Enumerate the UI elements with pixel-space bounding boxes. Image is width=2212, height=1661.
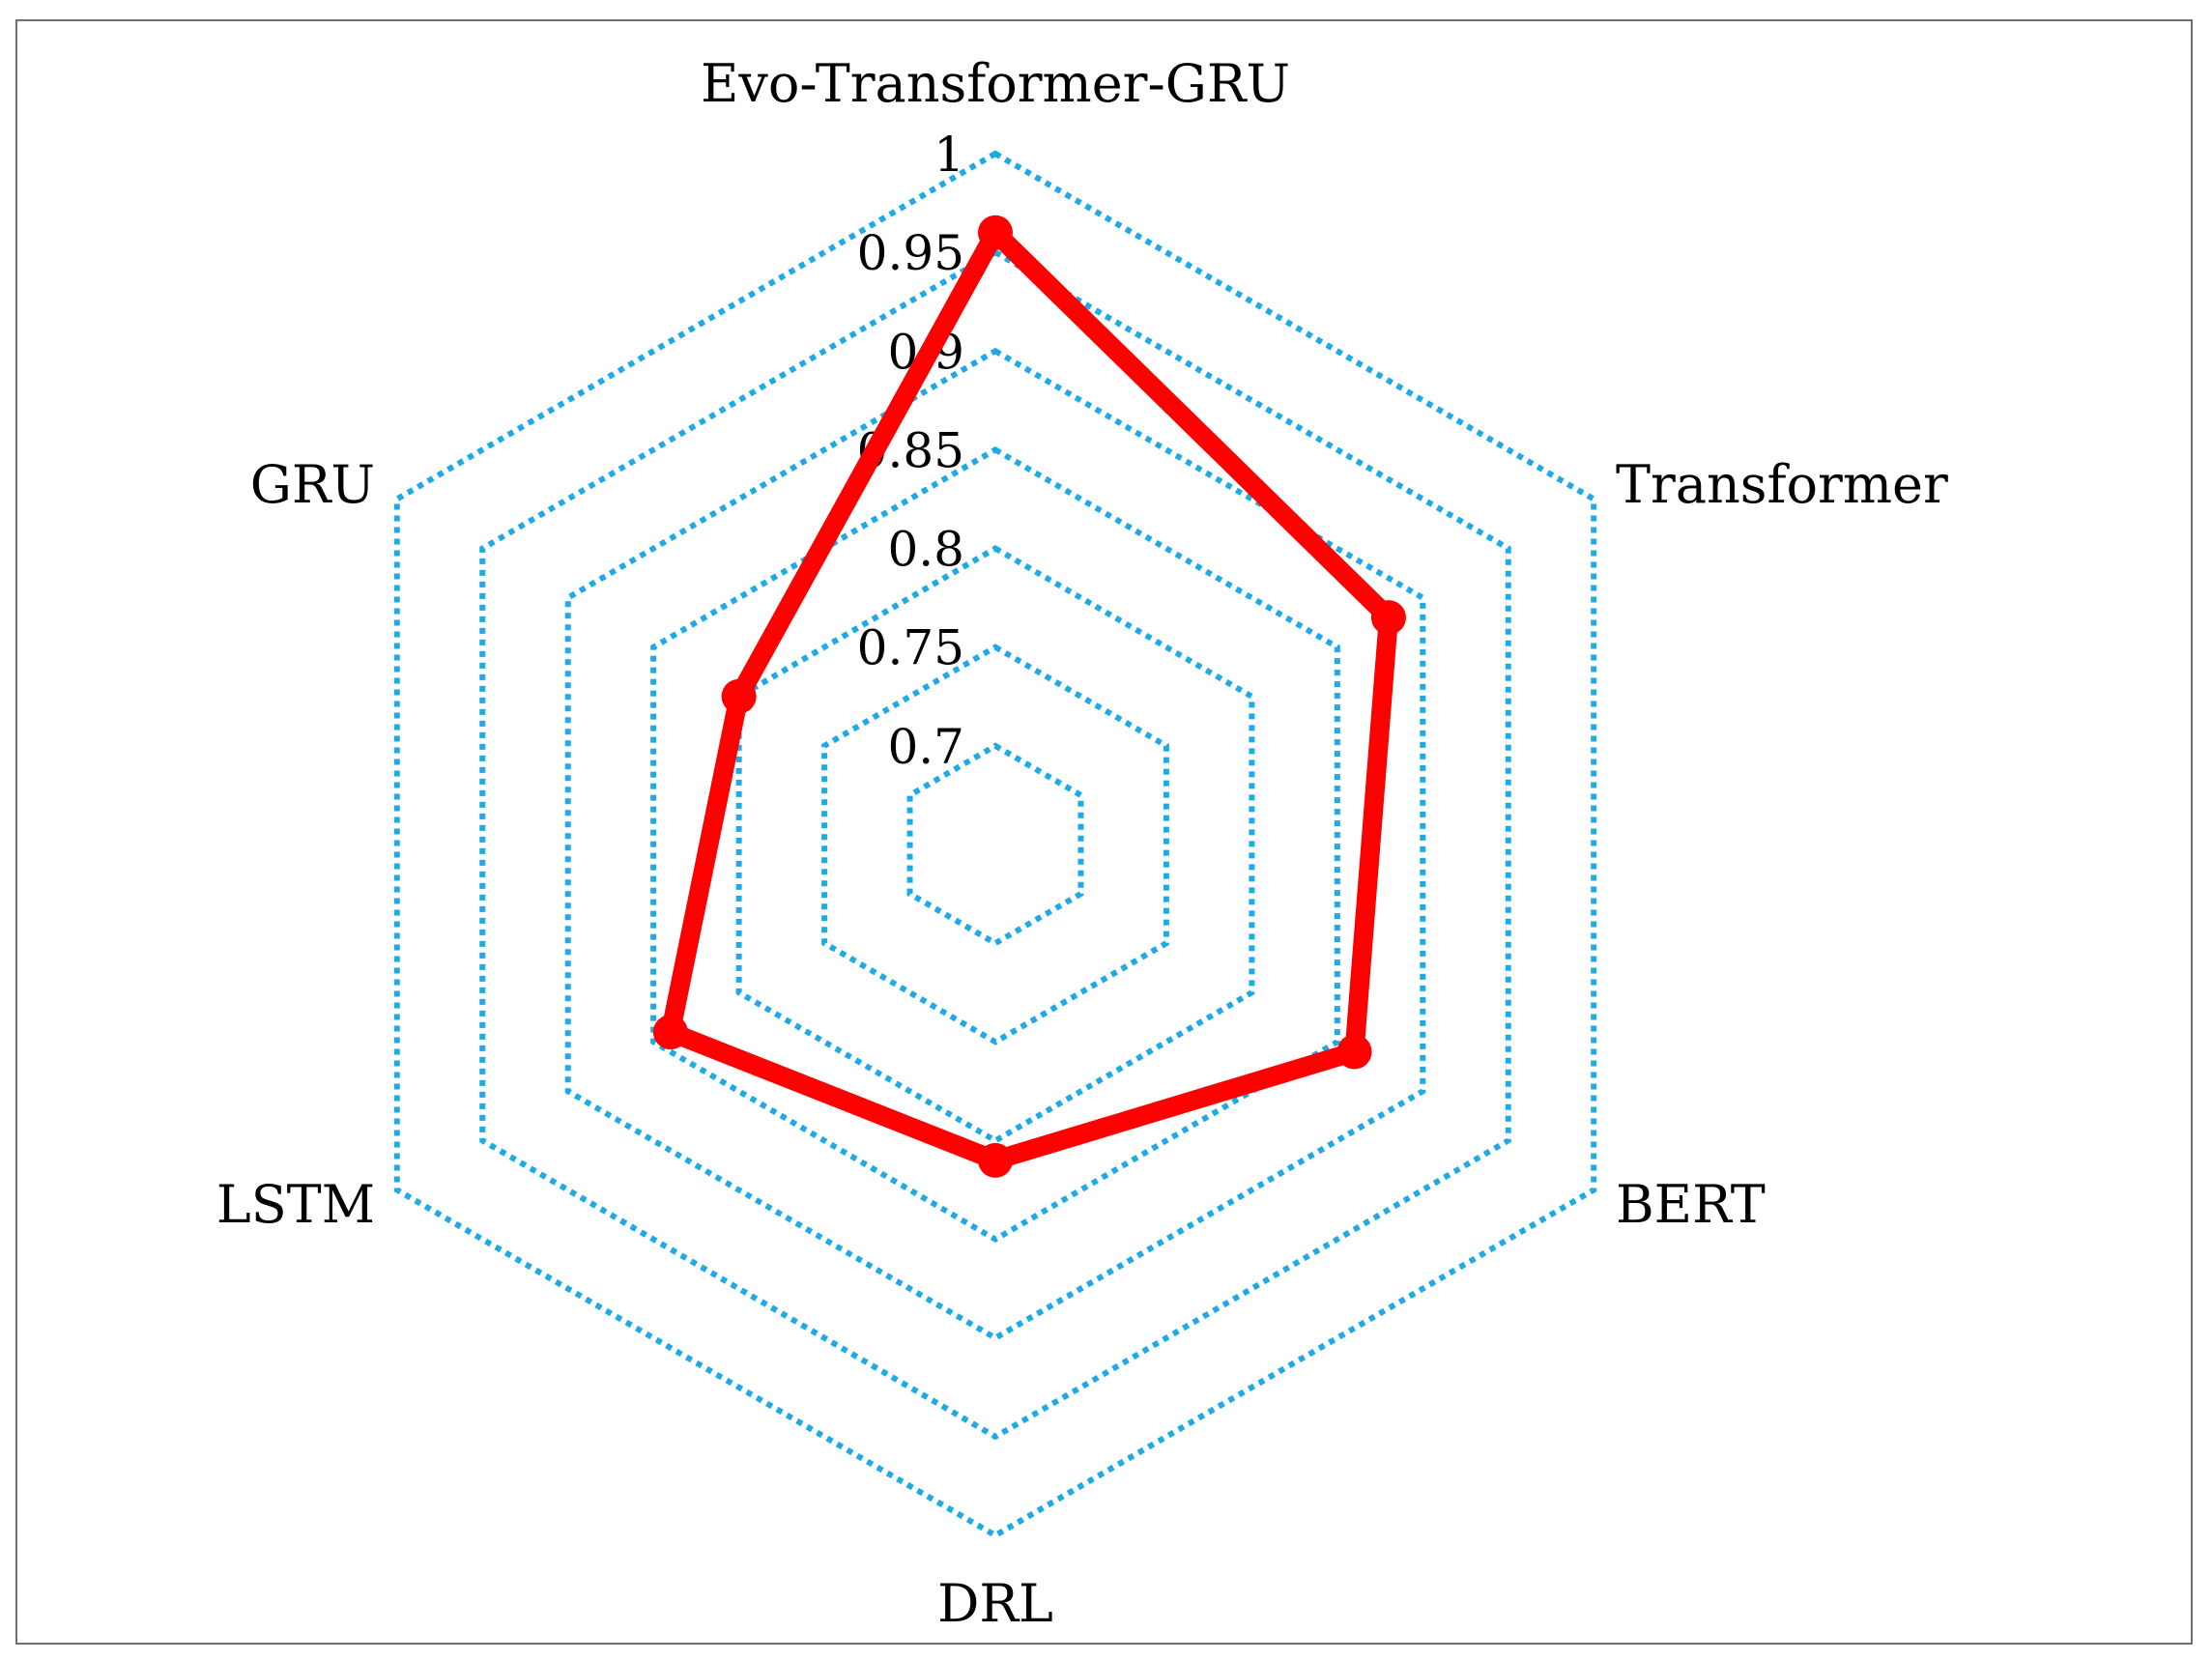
grid-ring-6 — [393, 150, 1597, 1539]
axis-label-transformer: Transformer — [1616, 454, 1948, 515]
grid-ring-4 — [564, 347, 1426, 1342]
tick-label: 1 — [934, 127, 964, 183]
grid-ring-1 — [821, 644, 1169, 1045]
axis-label-drl: DRL — [937, 1573, 1053, 1634]
tick-label: 0.7 — [887, 719, 964, 775]
axis-label-evo-transformer-gru: Evo-Transformer-GRU — [701, 53, 1290, 114]
data-point-lstm — [652, 1015, 688, 1050]
grid-ring-5 — [479, 248, 1511, 1441]
tick-label: 0.95 — [857, 225, 964, 281]
data-point-gru — [721, 678, 757, 714]
grid-ring-2 — [735, 545, 1255, 1144]
grid-ring-0 — [906, 742, 1084, 947]
axis-label-lstm: LSTM — [216, 1174, 375, 1235]
axis-label-gru: GRU — [250, 454, 375, 515]
data-point-evo-transformer-gru — [978, 215, 1013, 250]
radar-axis-labels: Evo-Transformer-GRU Transformer BERT DRL LST… — [216, 53, 1948, 1634]
grid-ring-3 — [650, 445, 1340, 1244]
tick-label: 0.8 — [887, 522, 964, 578]
axis-label-bert: BERT — [1616, 1174, 1766, 1235]
radar-series — [652, 215, 1406, 1178]
data-point-bert — [1336, 1034, 1372, 1070]
data-point-drl — [978, 1142, 1013, 1178]
data-point-transformer — [1370, 600, 1406, 636]
radar-grid — [393, 150, 1597, 1539]
tick-label: 0.75 — [857, 620, 964, 676]
